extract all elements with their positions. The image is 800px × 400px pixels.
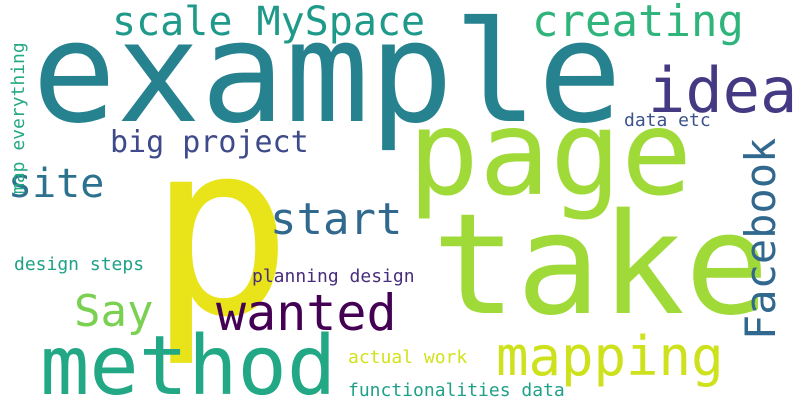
word-take: take (432, 184, 770, 347)
word-idea: idea (648, 54, 798, 127)
word-planning-design: planning design (252, 266, 415, 287)
word-big-project: big project (110, 125, 309, 160)
word-creating: creating (532, 0, 744, 47)
word-say: Say (74, 286, 154, 337)
word-design-steps: design steps (14, 254, 145, 275)
word-mapping: mapping (496, 325, 724, 388)
word-site: site (8, 161, 105, 207)
word-data-etc: data etc (624, 110, 711, 131)
word-example: example (32, 0, 623, 155)
word-scale-myspace: scale MySpace (112, 0, 426, 45)
word-functionalities-data: functionalities data (348, 380, 565, 400)
word-facebook: Facebook (736, 137, 785, 340)
word-method: method (40, 319, 337, 400)
word-start: start (270, 194, 403, 245)
word-map-everything: map everything (8, 42, 29, 194)
word-actual-work: actual work (348, 347, 468, 368)
word-wanted: wanted (216, 284, 397, 342)
word-page: page (408, 84, 693, 222)
word-p: p (148, 90, 293, 370)
